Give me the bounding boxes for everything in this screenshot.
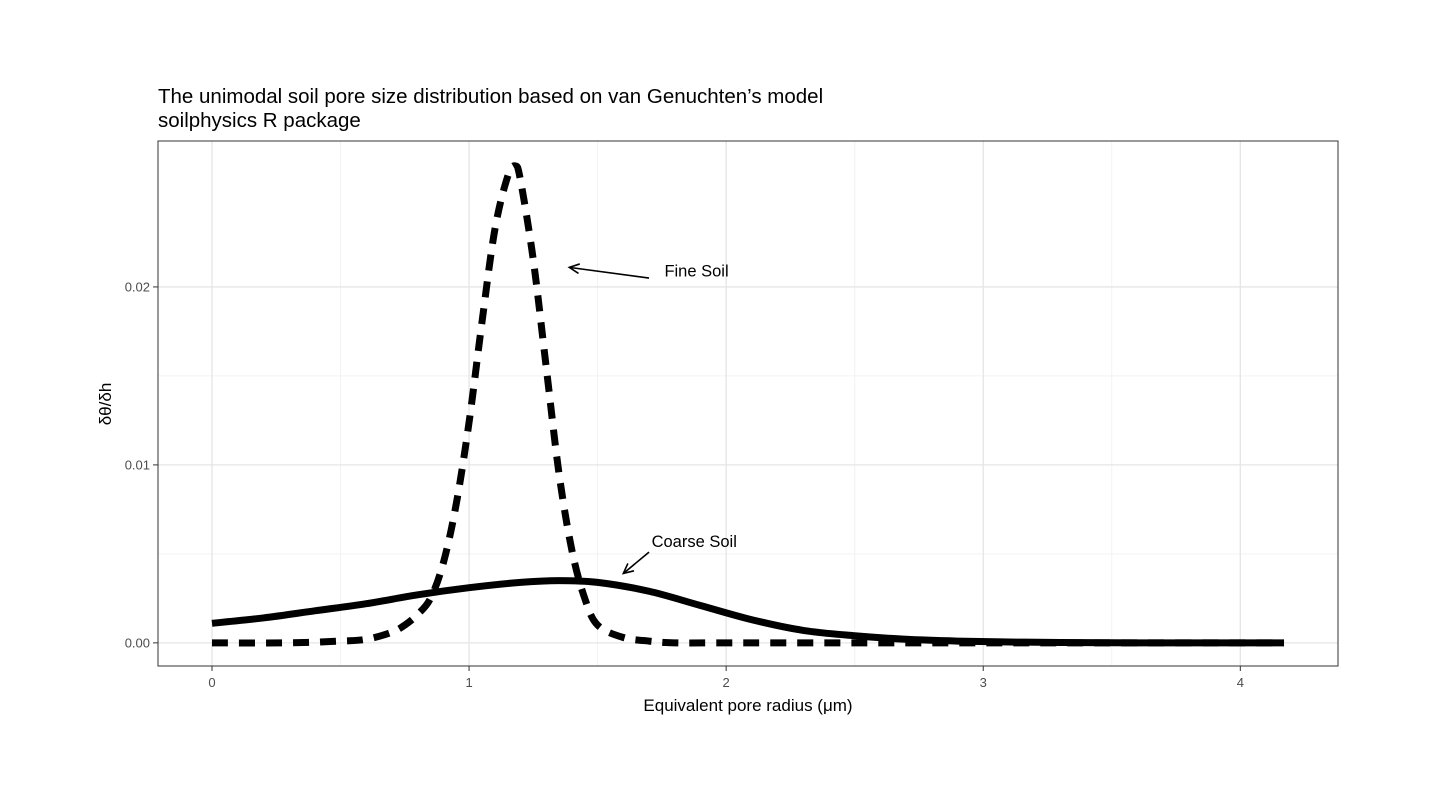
x-tick-label: 0 [208, 675, 215, 690]
annotation-arrow-head [621, 563, 635, 575]
panel-border [157, 140, 1339, 667]
series-line-dashed [211, 162, 1285, 647]
x-tick-label: 3 [980, 675, 987, 690]
series-line-solid [211, 577, 1285, 647]
y-axis-label: δθ/δh [96, 383, 115, 426]
annotation-layer: Fine Soil Coarse Soil [567, 262, 737, 575]
x-tick-label: 2 [723, 675, 730, 690]
grid-minor [158, 141, 1338, 666]
annotation-arrow-line [569, 266, 650, 279]
chart-title: The unimodal soil pore size distribution… [158, 85, 823, 108]
y-tick-label: 0.02 [125, 279, 150, 294]
annotation-arrow-line [622, 551, 650, 575]
panel-background [158, 141, 1338, 666]
x-axis-ticks: 0 1 2 3 4 [208, 666, 1244, 690]
plot-panel: Fine Soil Coarse Soil [157, 140, 1339, 667]
x-tick-label: 1 [465, 675, 472, 690]
series-layer [211, 162, 1285, 647]
y-axis-ticks: 0.00 0.01 0.02 [125, 279, 158, 650]
annotation-arrow-head [567, 263, 581, 275]
x-axis-label: Equivalent pore radius (μm) [643, 696, 852, 715]
annotation-label: Coarse Soil [652, 533, 737, 551]
y-tick-label: 0.01 [125, 457, 150, 472]
y-tick-label: 0.00 [125, 635, 150, 650]
chart-subtitle: soilphysics R package [158, 109, 361, 132]
annotation-label: Fine Soil [664, 262, 728, 280]
x-tick-label: 4 [1237, 675, 1244, 690]
